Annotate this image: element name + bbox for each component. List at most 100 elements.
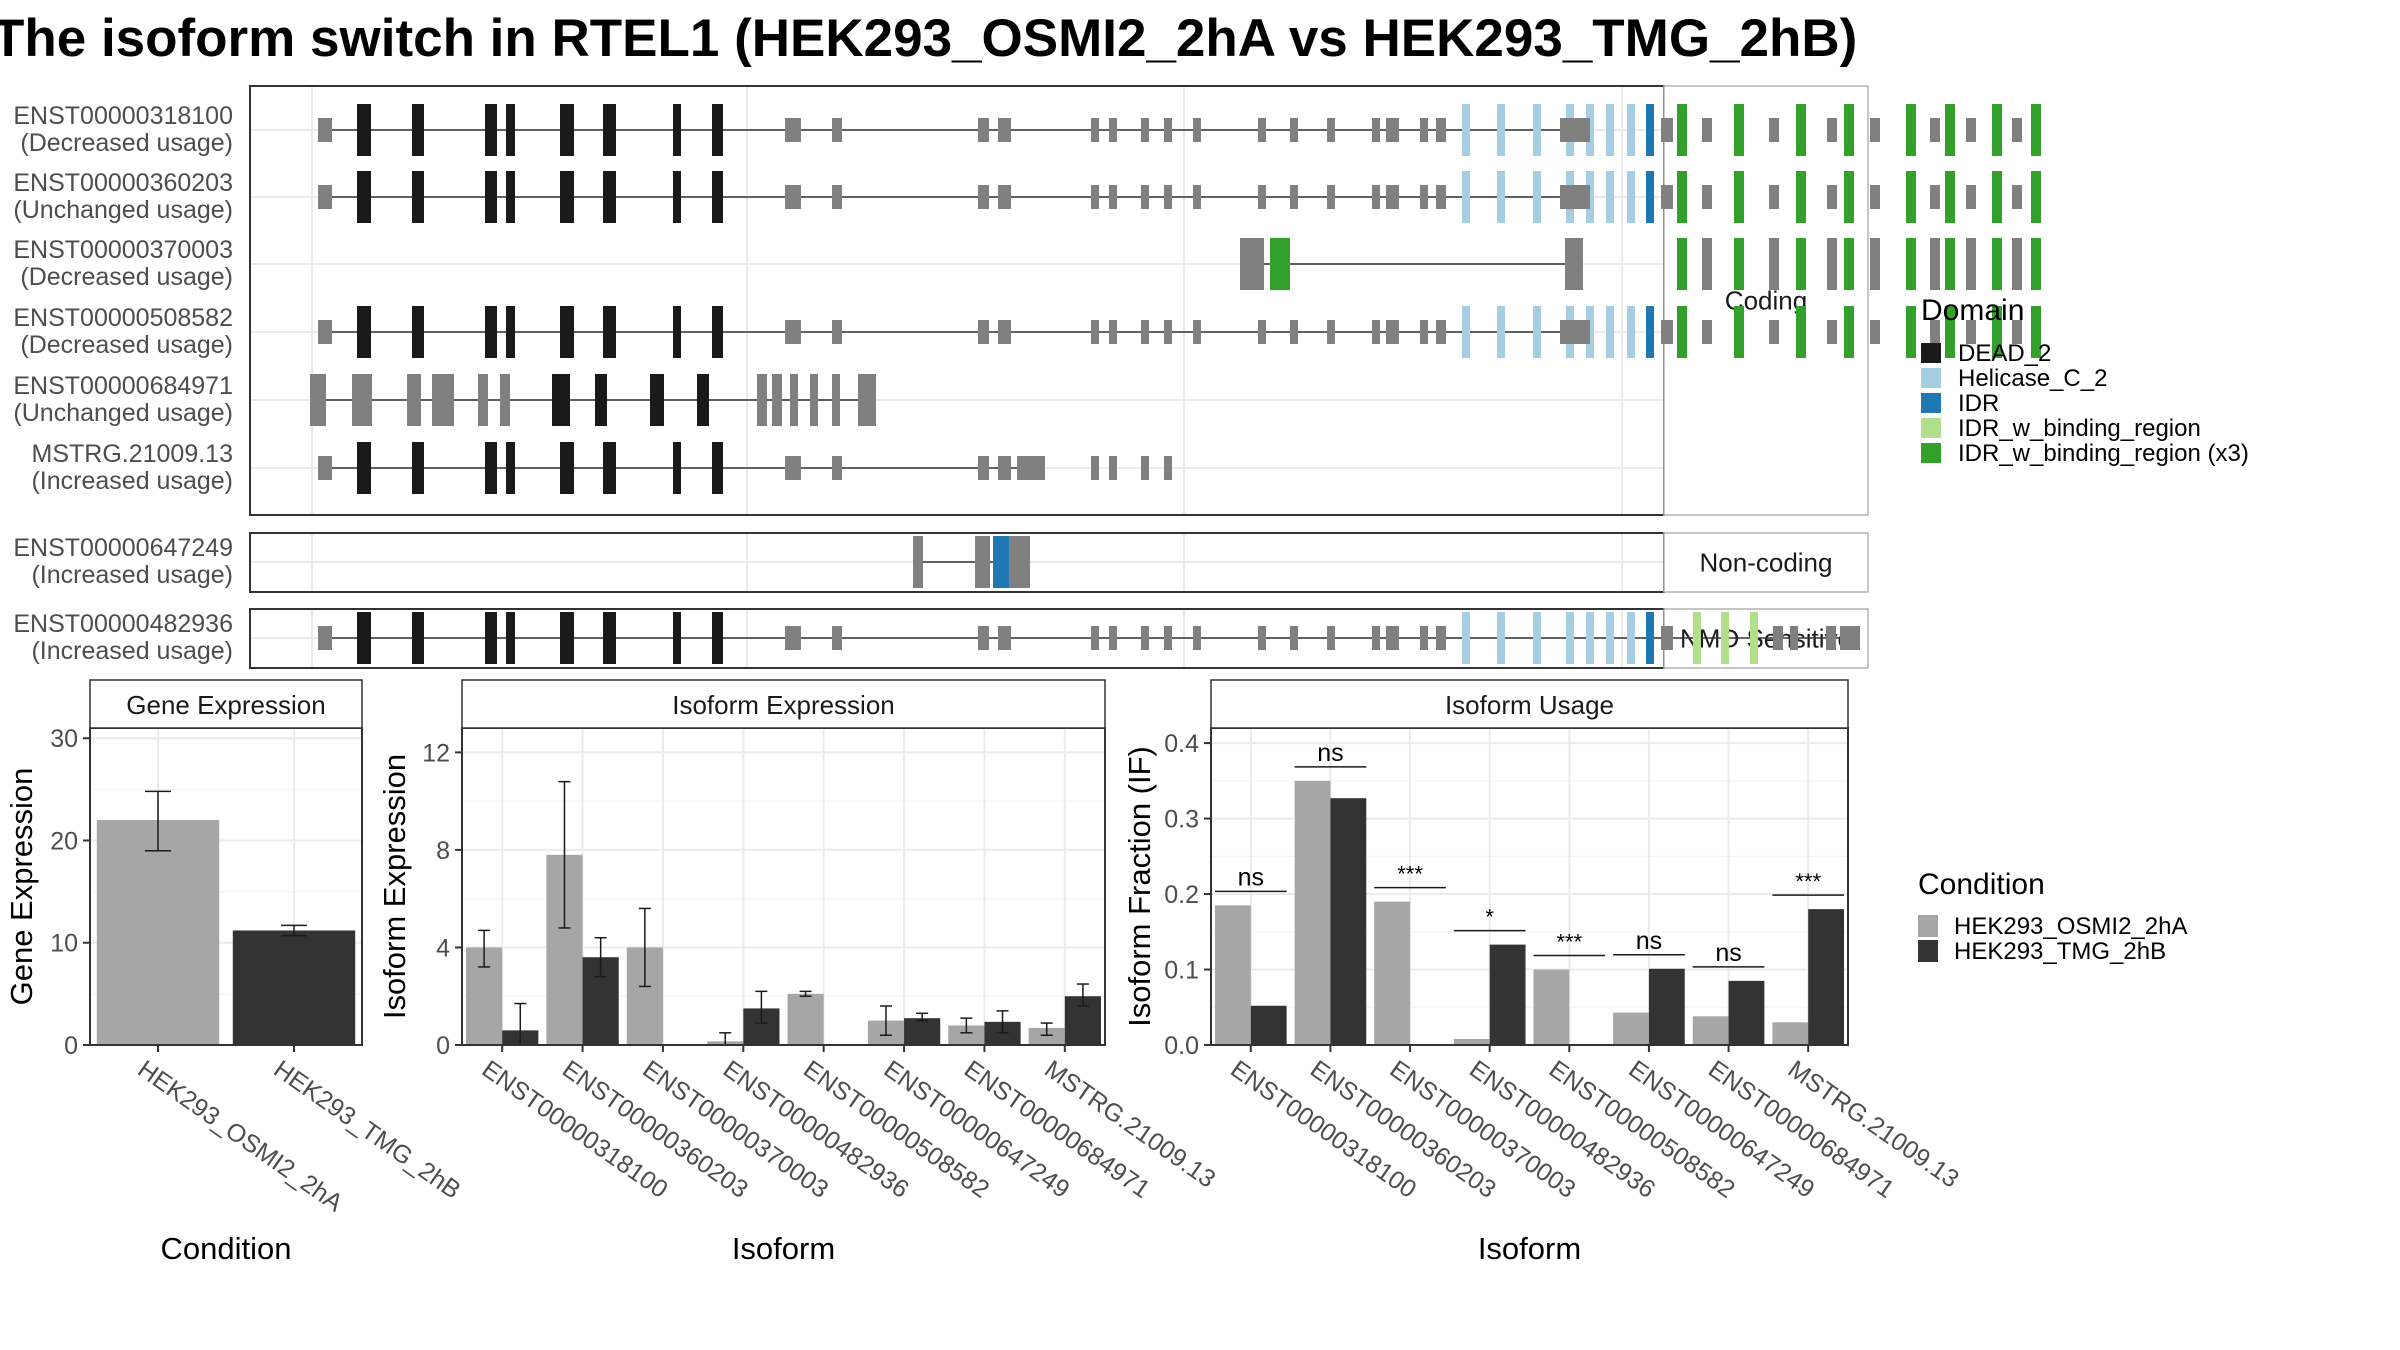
exon-block (1386, 185, 1399, 209)
exon-block (1606, 171, 1614, 223)
exon-block (1462, 171, 1470, 223)
exon-block (1258, 185, 1266, 209)
y-axis-title: Gene Expression (4, 768, 39, 1006)
transcript-row: ENST00000318100(Decreased usage) (13, 102, 2041, 157)
exon-block (1646, 612, 1654, 664)
exon-block (978, 626, 989, 650)
exon-block (1702, 185, 1712, 209)
y-axis-title: Isoform Expression (377, 754, 412, 1019)
exon-block (1677, 104, 1687, 156)
exon-block (975, 536, 990, 588)
strip-label: Non-coding (1700, 548, 1833, 578)
exon-block (757, 374, 767, 426)
exon-block (560, 171, 574, 223)
domain-legend-key (1921, 368, 1941, 388)
domain-legend-title: Domain (1921, 294, 2024, 327)
exon-block (1992, 238, 2002, 290)
exon-block (673, 306, 681, 358)
exon-block (1870, 118, 1880, 142)
exon-block (432, 374, 454, 426)
x-axis-title: Isoform (732, 1231, 835, 1266)
exon-block (1796, 238, 1806, 290)
exon-block (1826, 626, 1836, 650)
exon-block (1827, 238, 1837, 290)
x-axis-title: Isoform (1478, 1231, 1581, 1266)
exon-block (318, 626, 332, 650)
y-tick-label: 0.3 (1164, 806, 1199, 834)
exon-block (1721, 612, 1729, 664)
exon-block (1560, 118, 1590, 142)
exon-block (1677, 238, 1687, 290)
exon-block (1462, 104, 1470, 156)
exon-block (1827, 118, 1837, 142)
exon-block (978, 456, 989, 480)
bar (1028, 1027, 1065, 1045)
exon-block (1945, 171, 1955, 223)
bar (1533, 969, 1570, 1045)
exon-block (1661, 185, 1673, 209)
exon-block (1164, 320, 1172, 344)
exon-block (1164, 456, 1172, 480)
transcript-id-label: ENST00000318100 (13, 102, 233, 130)
bar (1808, 909, 1845, 1045)
exon-block (650, 374, 664, 426)
exon-block (1844, 171, 1854, 223)
significance-label: ns (1238, 863, 1264, 891)
exon-block (352, 374, 372, 426)
exon-block (832, 456, 842, 480)
exon-block (1420, 626, 1428, 650)
exon-block (1436, 118, 1446, 142)
exon-block (1773, 626, 1783, 650)
significance-label: *** (1795, 869, 1821, 894)
exon-block (2031, 306, 2041, 358)
exon-block (357, 306, 371, 358)
exon-block (1258, 626, 1266, 650)
transcript-usage-label: (Decreased usage) (20, 263, 233, 291)
exon-block (1566, 612, 1574, 664)
exon-block (998, 118, 1011, 142)
exon-block (712, 104, 723, 156)
chart-title: Gene Expression (126, 690, 325, 720)
exon-block (1840, 626, 1860, 650)
exon-block (485, 442, 497, 494)
y-tick-label: 20 (50, 827, 78, 855)
exon-block (560, 442, 574, 494)
transcript-id-label: MSTRG.21009.13 (32, 440, 234, 468)
exon-block (506, 612, 515, 664)
exon-block (1258, 118, 1266, 142)
exon-block (1327, 118, 1335, 142)
exon-block (2031, 104, 2041, 156)
exon-block (1420, 118, 1428, 142)
exon-block (603, 306, 616, 358)
exon-block (1091, 320, 1099, 344)
y-tick-label: 30 (50, 725, 78, 753)
exon-block (1091, 185, 1099, 209)
exon-block (858, 374, 876, 426)
exon-block (1533, 306, 1541, 358)
exon-block (1769, 185, 1779, 209)
exon-block (1533, 612, 1541, 664)
condition-legend-key (1918, 940, 1938, 962)
exon-block (1930, 118, 1940, 142)
exon-block (1290, 185, 1298, 209)
exon-block (1796, 306, 1806, 358)
significance-label: *** (1556, 930, 1582, 955)
transcript-usage-label: (Increased usage) (31, 637, 233, 665)
exon-block (357, 171, 371, 223)
exon-block (1533, 104, 1541, 156)
exon-block (1945, 104, 1955, 156)
significance-label: * (1485, 905, 1494, 930)
exon-block (1844, 306, 1854, 358)
domain-legend-label: DEAD_2 (1958, 340, 2051, 367)
exon-block (1290, 320, 1298, 344)
transcript-id-label: ENST00000508582 (13, 304, 233, 332)
transcript-usage-label: (Increased usage) (31, 467, 233, 495)
exon-block (1141, 118, 1149, 142)
transcript-usage-label: (Decreased usage) (20, 129, 233, 157)
y-tick-label: 0.4 (1164, 730, 1199, 758)
transcript-row: ENST00000508582(Decreased usage) (13, 304, 2041, 359)
exon-block (603, 171, 616, 223)
transcript-row: MSTRG.21009.13(Increased usage) (31, 440, 1172, 495)
